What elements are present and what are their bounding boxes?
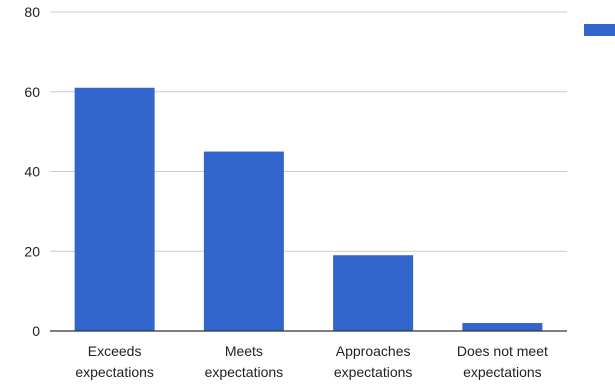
axes: 0 20 40 60 80 Exceeds expectations Meets expecta…	[24, 4, 567, 380]
x-tick-label-0: Exceeds expectations	[75, 343, 154, 380]
bar-3	[462, 323, 543, 331]
bar-1	[203, 151, 284, 331]
bar-0	[74, 87, 155, 331]
bars	[74, 87, 543, 331]
y-tick-label-0: 0	[32, 323, 40, 339]
bar-2	[333, 255, 414, 331]
x-tick-label-3: Does not meet expectations	[457, 343, 548, 380]
y-tick-label-60: 60	[24, 84, 40, 100]
y-tick-label-20: 20	[24, 243, 40, 259]
legend-swatch	[584, 24, 615, 36]
y-tick-label-40: 40	[24, 164, 40, 180]
legend	[584, 24, 615, 36]
x-tick-label-2: Approaches expectations	[334, 343, 413, 380]
x-tick-label-1: Meets expectations	[205, 343, 284, 380]
y-tick-label-80: 80	[24, 4, 40, 20]
